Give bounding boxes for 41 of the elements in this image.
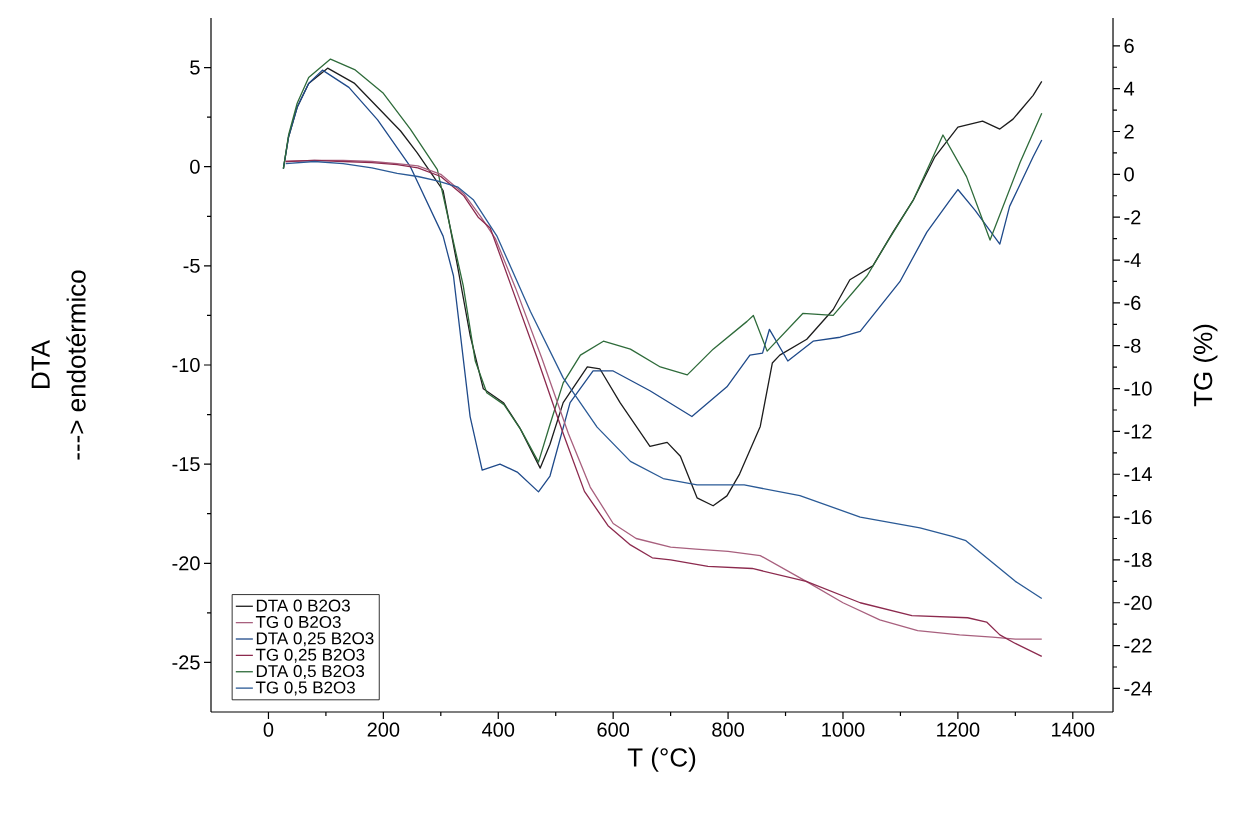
legend-label: DTA 0 B2O3 bbox=[256, 599, 350, 612]
x-tick-label: 400 bbox=[482, 722, 515, 737]
y2-tick-label: 0 bbox=[1124, 167, 1134, 182]
y2-tick-label: -10 bbox=[1124, 381, 1152, 396]
y-tick-label: -25 bbox=[172, 655, 200, 670]
y-tick-label: 0 bbox=[190, 159, 200, 174]
x-axis-title: T (°C) bbox=[627, 747, 696, 772]
y2-tick-label: 6 bbox=[1124, 38, 1134, 53]
y2-tick-label: -18 bbox=[1124, 552, 1152, 567]
y2-tick-label: -4 bbox=[1124, 253, 1141, 267]
y2-tick-label: -12 bbox=[1124, 424, 1152, 439]
x-tick-label: 1000 bbox=[822, 722, 865, 737]
y-tick-label: -15 bbox=[172, 457, 200, 472]
y2-tick-label: 4 bbox=[1124, 81, 1135, 96]
y2-tick-label: -2 bbox=[1124, 210, 1141, 225]
y2-axis-title: TG (%) bbox=[1193, 324, 1218, 407]
y-tick-label: -10 bbox=[172, 357, 200, 373]
y2-tick-label: -16 bbox=[1124, 510, 1152, 525]
x-tick-label: 800 bbox=[712, 722, 744, 737]
y2-tick-label: 2 bbox=[1124, 124, 1134, 139]
y-axis-title: DTA bbox=[31, 340, 50, 388]
x-tick-label: 600 bbox=[597, 722, 630, 737]
legend-label: DTA 0,5 B2O3 bbox=[256, 665, 365, 680]
legend-label: TG 0,25 B2O3 bbox=[255, 648, 365, 663]
x-tick-label: 0 bbox=[263, 722, 274, 737]
x-tick-label: 1400 bbox=[1052, 722, 1095, 737]
y2-tick-label: -24 bbox=[1124, 681, 1152, 696]
legend-label: TG 0 B2O3 bbox=[255, 615, 341, 628]
x-tick-label: 1200 bbox=[937, 722, 980, 737]
legend-label: DTA 0,25 B2O3 bbox=[256, 632, 374, 647]
y-tick-label: 5 bbox=[190, 60, 200, 75]
x-tick-label: 200 bbox=[367, 722, 400, 737]
legend-label: TG 0,5 B2O3 bbox=[255, 681, 355, 696]
y2-tick-label: -6 bbox=[1124, 295, 1141, 310]
y2-tick-label: -22 bbox=[1124, 638, 1152, 653]
y2-tick-label: -14 bbox=[1124, 467, 1152, 482]
text: ---> endotérmico bbox=[66, 270, 86, 460]
y-tick-label: -5 bbox=[183, 258, 200, 273]
y-tick-label: -20 bbox=[172, 556, 200, 571]
y2-tick-label: -20 bbox=[1124, 595, 1152, 610]
y2-tick-label: -8 bbox=[1124, 338, 1141, 353]
